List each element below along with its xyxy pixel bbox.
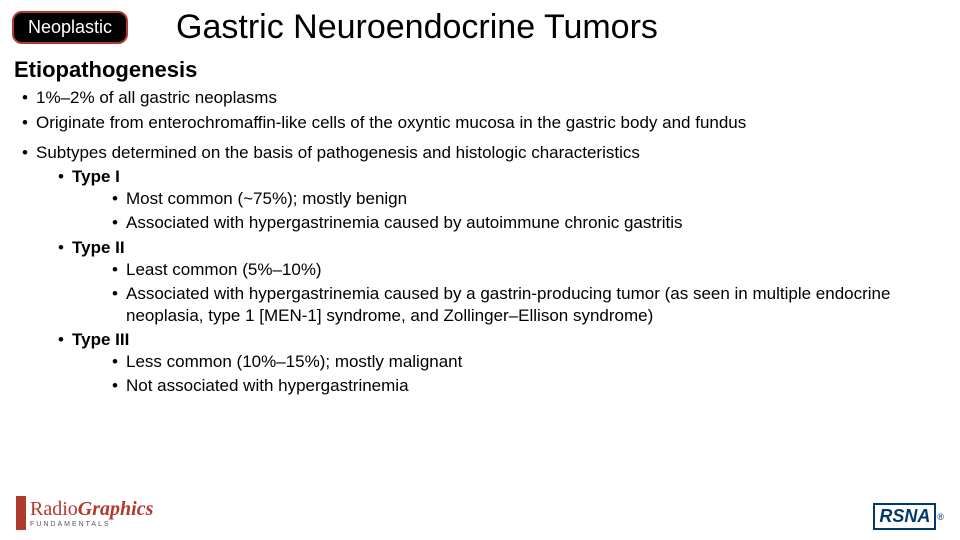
content-body: 1%–2% of all gastric neoplasms Originate… — [0, 87, 960, 397]
sublist: Most common (~75%); mostly benign Associ… — [72, 188, 942, 234]
bullet-list: 1%–2% of all gastric neoplasms Originate… — [18, 87, 942, 397]
radiographics-logo: RadioGraphics FUNDAMENTALS — [16, 496, 153, 530]
list-item: 1%–2% of all gastric neoplasms — [18, 87, 942, 109]
bullet-text: Originate from enterochromaffin-like cel… — [36, 113, 746, 132]
bullet-text: Subtypes determined on the basis of path… — [36, 143, 640, 162]
category-badge: Neoplastic — [12, 11, 128, 44]
logo-text: RadioGraphics FUNDAMENTALS — [30, 499, 153, 528]
list-item: Most common (~75%); mostly benign — [72, 188, 942, 210]
list-item: Least common (5%–10%) — [72, 259, 942, 281]
section-heading: Etiopathogenesis — [0, 51, 960, 87]
bullet-text: Less common (10%–15%); mostly malignant — [126, 352, 462, 371]
type-label: Type III — [72, 330, 129, 349]
bullet-text: Most common (~75%); mostly benign — [126, 189, 407, 208]
bullet-text: 1%–2% of all gastric neoplasms — [36, 88, 277, 107]
bullet-text: Associated with hypergastrinemia caused … — [126, 284, 890, 325]
list-item: Originate from enterochromaffin-like cel… — [18, 112, 942, 134]
type-label: Type I — [72, 167, 120, 186]
rsna-label: RSNA — [879, 506, 930, 526]
slide-title: Gastric Neuroendocrine Tumors — [156, 8, 948, 47]
logo-bar-icon — [16, 496, 26, 530]
bullet-text: Not associated with hypergastrinemia — [126, 376, 409, 395]
list-item: Type II Least common (5%–10%) Associated… — [36, 237, 942, 327]
rsna-text: RSNA — [873, 503, 936, 530]
slide: Neoplastic Gastric Neuroendocrine Tumors… — [0, 0, 960, 540]
footer: RadioGraphics FUNDAMENTALS RSNA ® — [0, 490, 960, 530]
header: Neoplastic Gastric Neuroendocrine Tumors — [0, 0, 960, 51]
bullet-text: Associated with hypergastrinemia caused … — [126, 213, 683, 232]
list-item: Associated with hypergastrinemia caused … — [72, 283, 942, 327]
sublist: Less common (10%–15%); mostly malignant … — [72, 351, 942, 397]
list-item: Not associated with hypergastrinemia — [72, 375, 942, 397]
rsna-logo: RSNA ® — [873, 503, 944, 530]
list-item: Less common (10%–15%); mostly malignant — [72, 351, 942, 373]
sublist: Least common (5%–10%) Associated with hy… — [72, 259, 942, 327]
logo-word-radio: Radio — [30, 498, 78, 520]
logo-word-graphics: Graphics — [78, 498, 154, 520]
list-item: Associated with hypergastrinemia caused … — [72, 212, 942, 234]
bullet-text: Least common (5%–10%) — [126, 260, 322, 279]
logo-subtitle: FUNDAMENTALS — [30, 521, 153, 528]
list-item: Subtypes determined on the basis of path… — [18, 142, 942, 397]
list-item: Type I Most common (~75%); mostly benign… — [36, 166, 942, 234]
registered-icon: ® — [937, 512, 944, 522]
list-item: Type III Less common (10%–15%); mostly m… — [36, 329, 942, 397]
type-label: Type II — [72, 238, 125, 257]
sublist: Type I Most common (~75%); mostly benign… — [36, 166, 942, 397]
